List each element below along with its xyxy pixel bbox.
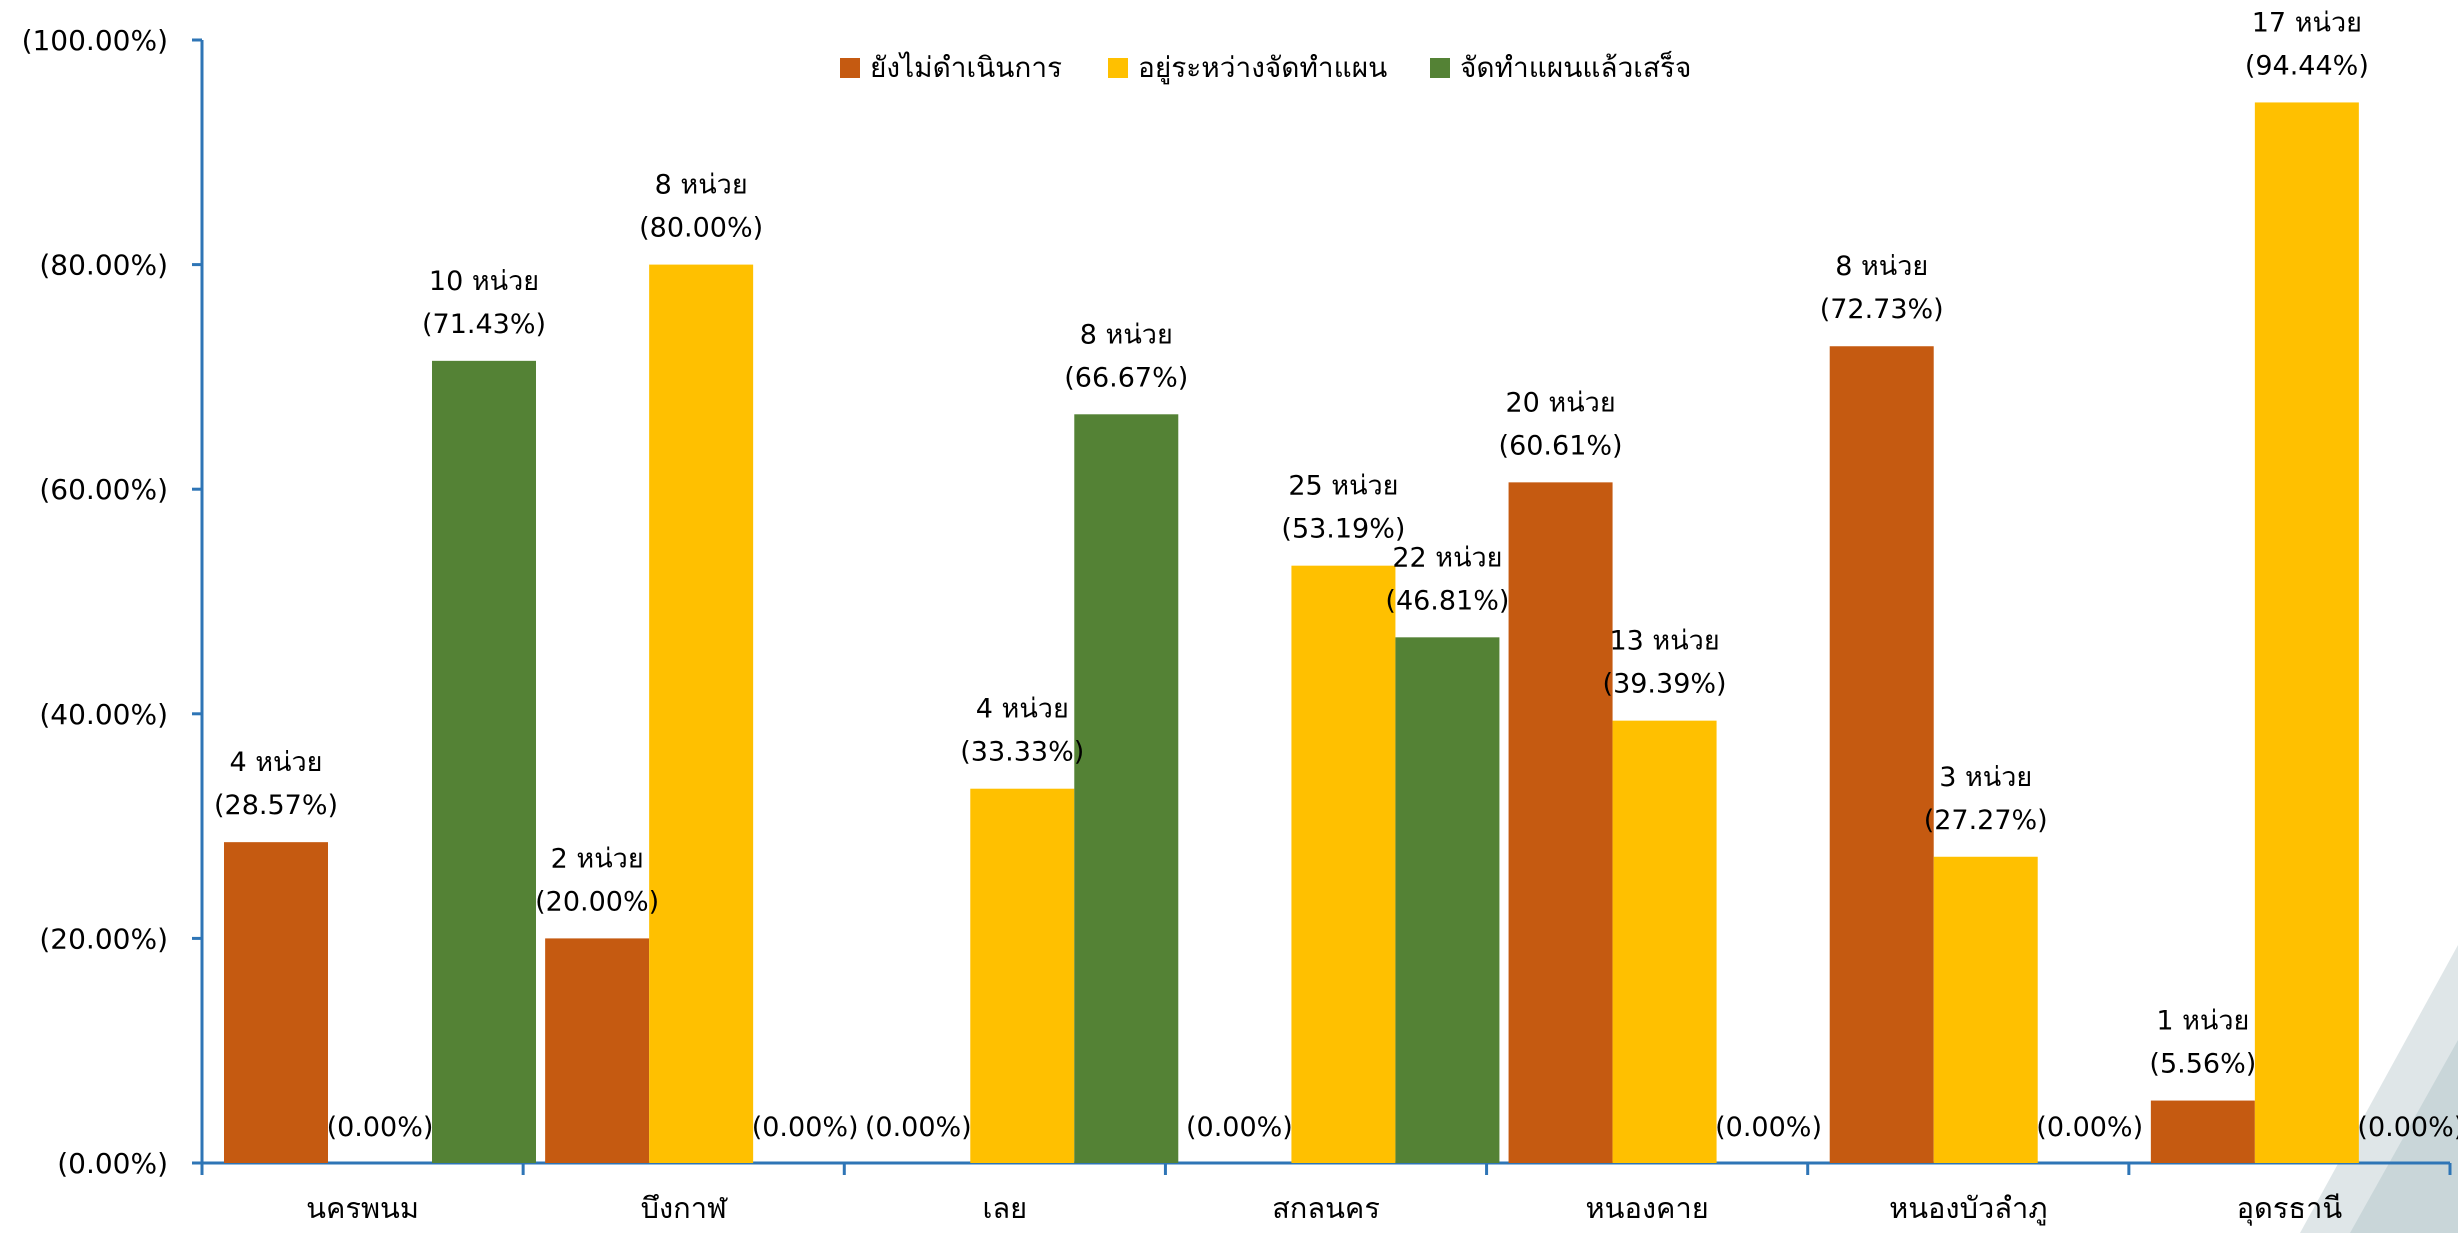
chart-legend: ยังไม่ดำเนินการ อยู่ระหว่างจัดทำแผน จัดทำแ…	[840, 50, 1691, 85]
data-label-count: 1 หน่วย	[2156, 1006, 2249, 1037]
data-label-percent: (94.44%)	[2245, 50, 2369, 81]
bar	[545, 938, 650, 1163]
y-tick-label: (0.00%)	[57, 1147, 168, 1180]
bar	[1612, 720, 1717, 1163]
bar	[2254, 102, 2359, 1163]
data-label-percent: (53.19%)	[1281, 514, 1405, 545]
data-label-count: 2 หน่วย	[551, 843, 644, 874]
x-category-label: หนองคาย	[1586, 1191, 1709, 1225]
data-label-count: 20 หน่วย	[1505, 387, 1615, 418]
data-label-count: 4 หน่วย	[976, 694, 1069, 725]
y-tick-label: (20.00%)	[39, 922, 168, 955]
data-label-percent: (27.27%)	[1924, 805, 2048, 836]
data-label-count: 13 หน่วย	[1609, 626, 1719, 657]
bar	[1291, 565, 1396, 1163]
data-label-count: 8 หน่วย	[655, 170, 748, 201]
data-label-count: 8 หน่วย	[1080, 319, 1173, 350]
corner-shape-dark	[2350, 1040, 2458, 1233]
data-labels: 4 หน่วย(28.57%)2 หน่วย(20.00%)(0.00%) (0.…	[214, 7, 2458, 1143]
x-category-label: นครพนม	[306, 1191, 419, 1225]
bar	[224, 842, 328, 1163]
data-label: (0.00%)	[2036, 1112, 2143, 1143]
data-label-percent: (33.33%)	[960, 737, 1084, 768]
data-label: (0.00%)	[865, 1112, 972, 1143]
bar	[1074, 414, 1179, 1163]
data-label-count: 17 หน่วย	[2252, 7, 2362, 38]
data-label-count: 10 หน่วย	[429, 266, 539, 297]
legend-label: จัดทำแผนแล้วเสร็จ	[1460, 50, 1691, 84]
legend-swatch	[1108, 58, 1128, 78]
bar	[970, 788, 1075, 1163]
legend-label: ยังไม่ดำเนินการ	[870, 51, 1062, 84]
x-category-label: เลย	[983, 1191, 1028, 1225]
x-category-label: หนองบัวลำภู	[1889, 1191, 2047, 1226]
legend-swatch	[840, 58, 860, 78]
x-category-label: บึงกาฬ	[641, 1191, 728, 1225]
bar	[2150, 1100, 2255, 1163]
data-label-percent: (46.81%)	[1385, 585, 1509, 616]
data-label-percent: (72.73%)	[1820, 294, 1944, 325]
chart-bars	[224, 102, 2359, 1164]
data-label-count: 22 หน่วย	[1392, 542, 1502, 573]
bar	[1508, 482, 1613, 1163]
data-label: (0.00%)	[2357, 1112, 2458, 1143]
bar	[432, 360, 536, 1164]
data-label-count: 25 หน่วย	[1288, 471, 1398, 502]
data-label-count: 8 หน่วย	[1835, 251, 1928, 282]
chart-axes: (0.00%) (20.00%) (40.00%) (60.00%) (80.00%) (…	[22, 24, 2452, 1226]
bar	[1933, 856, 2038, 1163]
data-label-percent: (71.43%)	[422, 309, 546, 340]
data-label: (0.00%)	[1715, 1112, 1822, 1143]
legend-label: อยู่ระหว่างจัดทำแผน	[1138, 51, 1387, 85]
bar	[1829, 346, 1934, 1164]
y-tick-label: (60.00%)	[39, 473, 168, 506]
data-label: (0.00%)	[752, 1112, 859, 1143]
x-category-label: อุดรธานี	[2237, 1191, 2343, 1226]
data-label-count: 3 หน่วย	[1939, 762, 2032, 793]
data-label-percent: (28.57%)	[214, 790, 338, 821]
bar	[649, 264, 754, 1164]
data-label: (0.00%)	[1186, 1112, 1293, 1143]
data-label: (0.00%)	[327, 1112, 434, 1143]
data-label-percent: (80.00%)	[639, 213, 763, 244]
data-label-count: 4 หน่วย	[230, 747, 323, 778]
y-tick-label: (100.00%)	[22, 24, 168, 57]
data-label-percent: (5.56%)	[2149, 1049, 2256, 1080]
data-label-percent: (60.61%)	[1499, 430, 1623, 461]
y-tick-label: (80.00%)	[39, 249, 168, 282]
x-category-label: สกลนคร	[1272, 1191, 1380, 1225]
legend-swatch	[1430, 58, 1450, 78]
bar	[1395, 637, 1500, 1163]
data-label-percent: (39.39%)	[1603, 669, 1727, 700]
y-tick-label: (40.00%)	[39, 698, 168, 731]
data-label-percent: (20.00%)	[535, 886, 659, 917]
data-label-percent: (66.67%)	[1064, 362, 1188, 393]
